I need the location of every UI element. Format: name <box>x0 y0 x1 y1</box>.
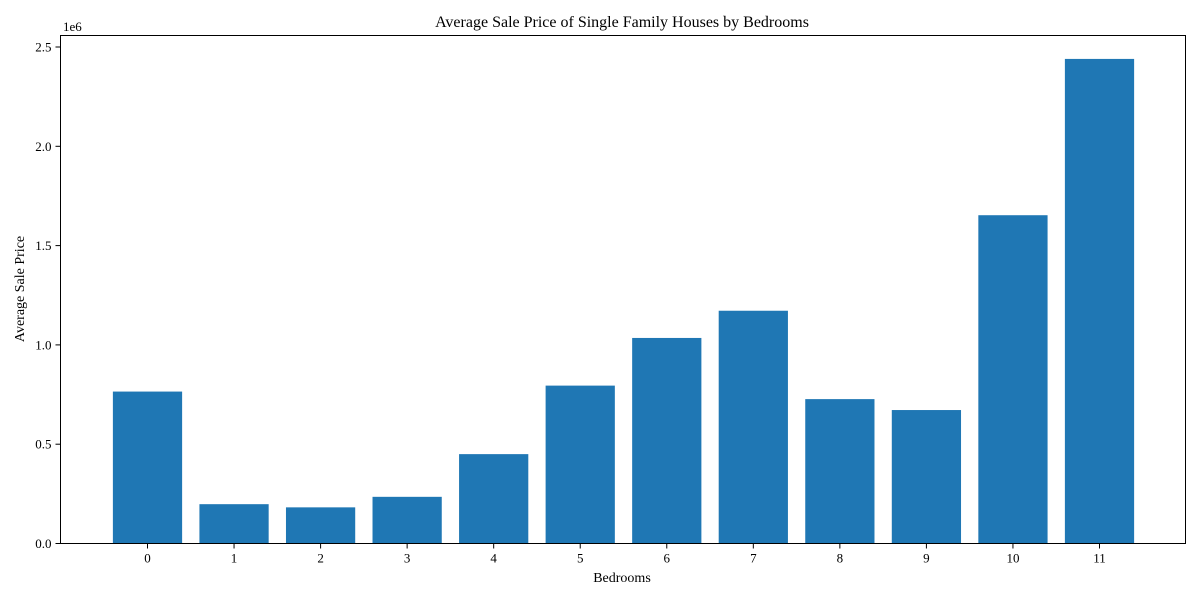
y-offset-label: 1e6 <box>63 19 82 34</box>
x-tick-label: 9 <box>923 551 930 566</box>
x-axis-label: Bedrooms <box>593 571 651 586</box>
x-tick-label: 1 <box>231 551 238 566</box>
y-tick-label: 1.0 <box>35 337 51 352</box>
y-tick-label: 2.0 <box>35 139 51 154</box>
y-ticks-group: 0.0 0.5 1.0 1.5 2.0 2.5 <box>35 40 61 551</box>
bar-6 <box>632 337 702 544</box>
bar-4 <box>459 454 529 544</box>
x-tick-label: 7 <box>750 551 757 566</box>
y-axis-label: Average Sale Price <box>13 236 28 342</box>
bar-10 <box>978 215 1048 544</box>
x-tick-label: 3 <box>404 551 411 566</box>
x-tick-label: 11 <box>1093 551 1106 566</box>
y-tick-label: 0.0 <box>35 536 51 551</box>
bar-9 <box>891 410 962 544</box>
y-tick-label: 1.5 <box>35 238 51 253</box>
y-tick-label: 0.5 <box>35 437 51 452</box>
bar-2 <box>285 507 356 544</box>
y-tick-label: 2.5 <box>35 40 51 55</box>
chart-title: Average Sale Price of Single Family Hous… <box>435 14 809 31</box>
bar-8 <box>805 399 875 544</box>
x-ticks-group: 0 1 2 3 4 5 6 7 8 9 10 11 <box>144 543 1106 566</box>
x-tick-label: 5 <box>577 551 584 566</box>
bar-0 <box>112 391 183 544</box>
x-tick-label: 4 <box>490 551 497 566</box>
x-tick-label: 10 <box>1006 551 1019 566</box>
bar-3 <box>372 496 442 544</box>
bar-11 <box>1064 58 1135 544</box>
bar-5 <box>545 385 615 544</box>
bar-1 <box>199 504 269 544</box>
x-tick-label: 0 <box>144 551 151 566</box>
plot-frame <box>60 35 1186 544</box>
bars-group <box>112 58 1135 544</box>
x-tick-label: 2 <box>317 551 324 566</box>
bar-7 <box>718 310 788 544</box>
x-tick-label: 8 <box>837 551 844 566</box>
x-tick-label: 6 <box>664 551 671 566</box>
